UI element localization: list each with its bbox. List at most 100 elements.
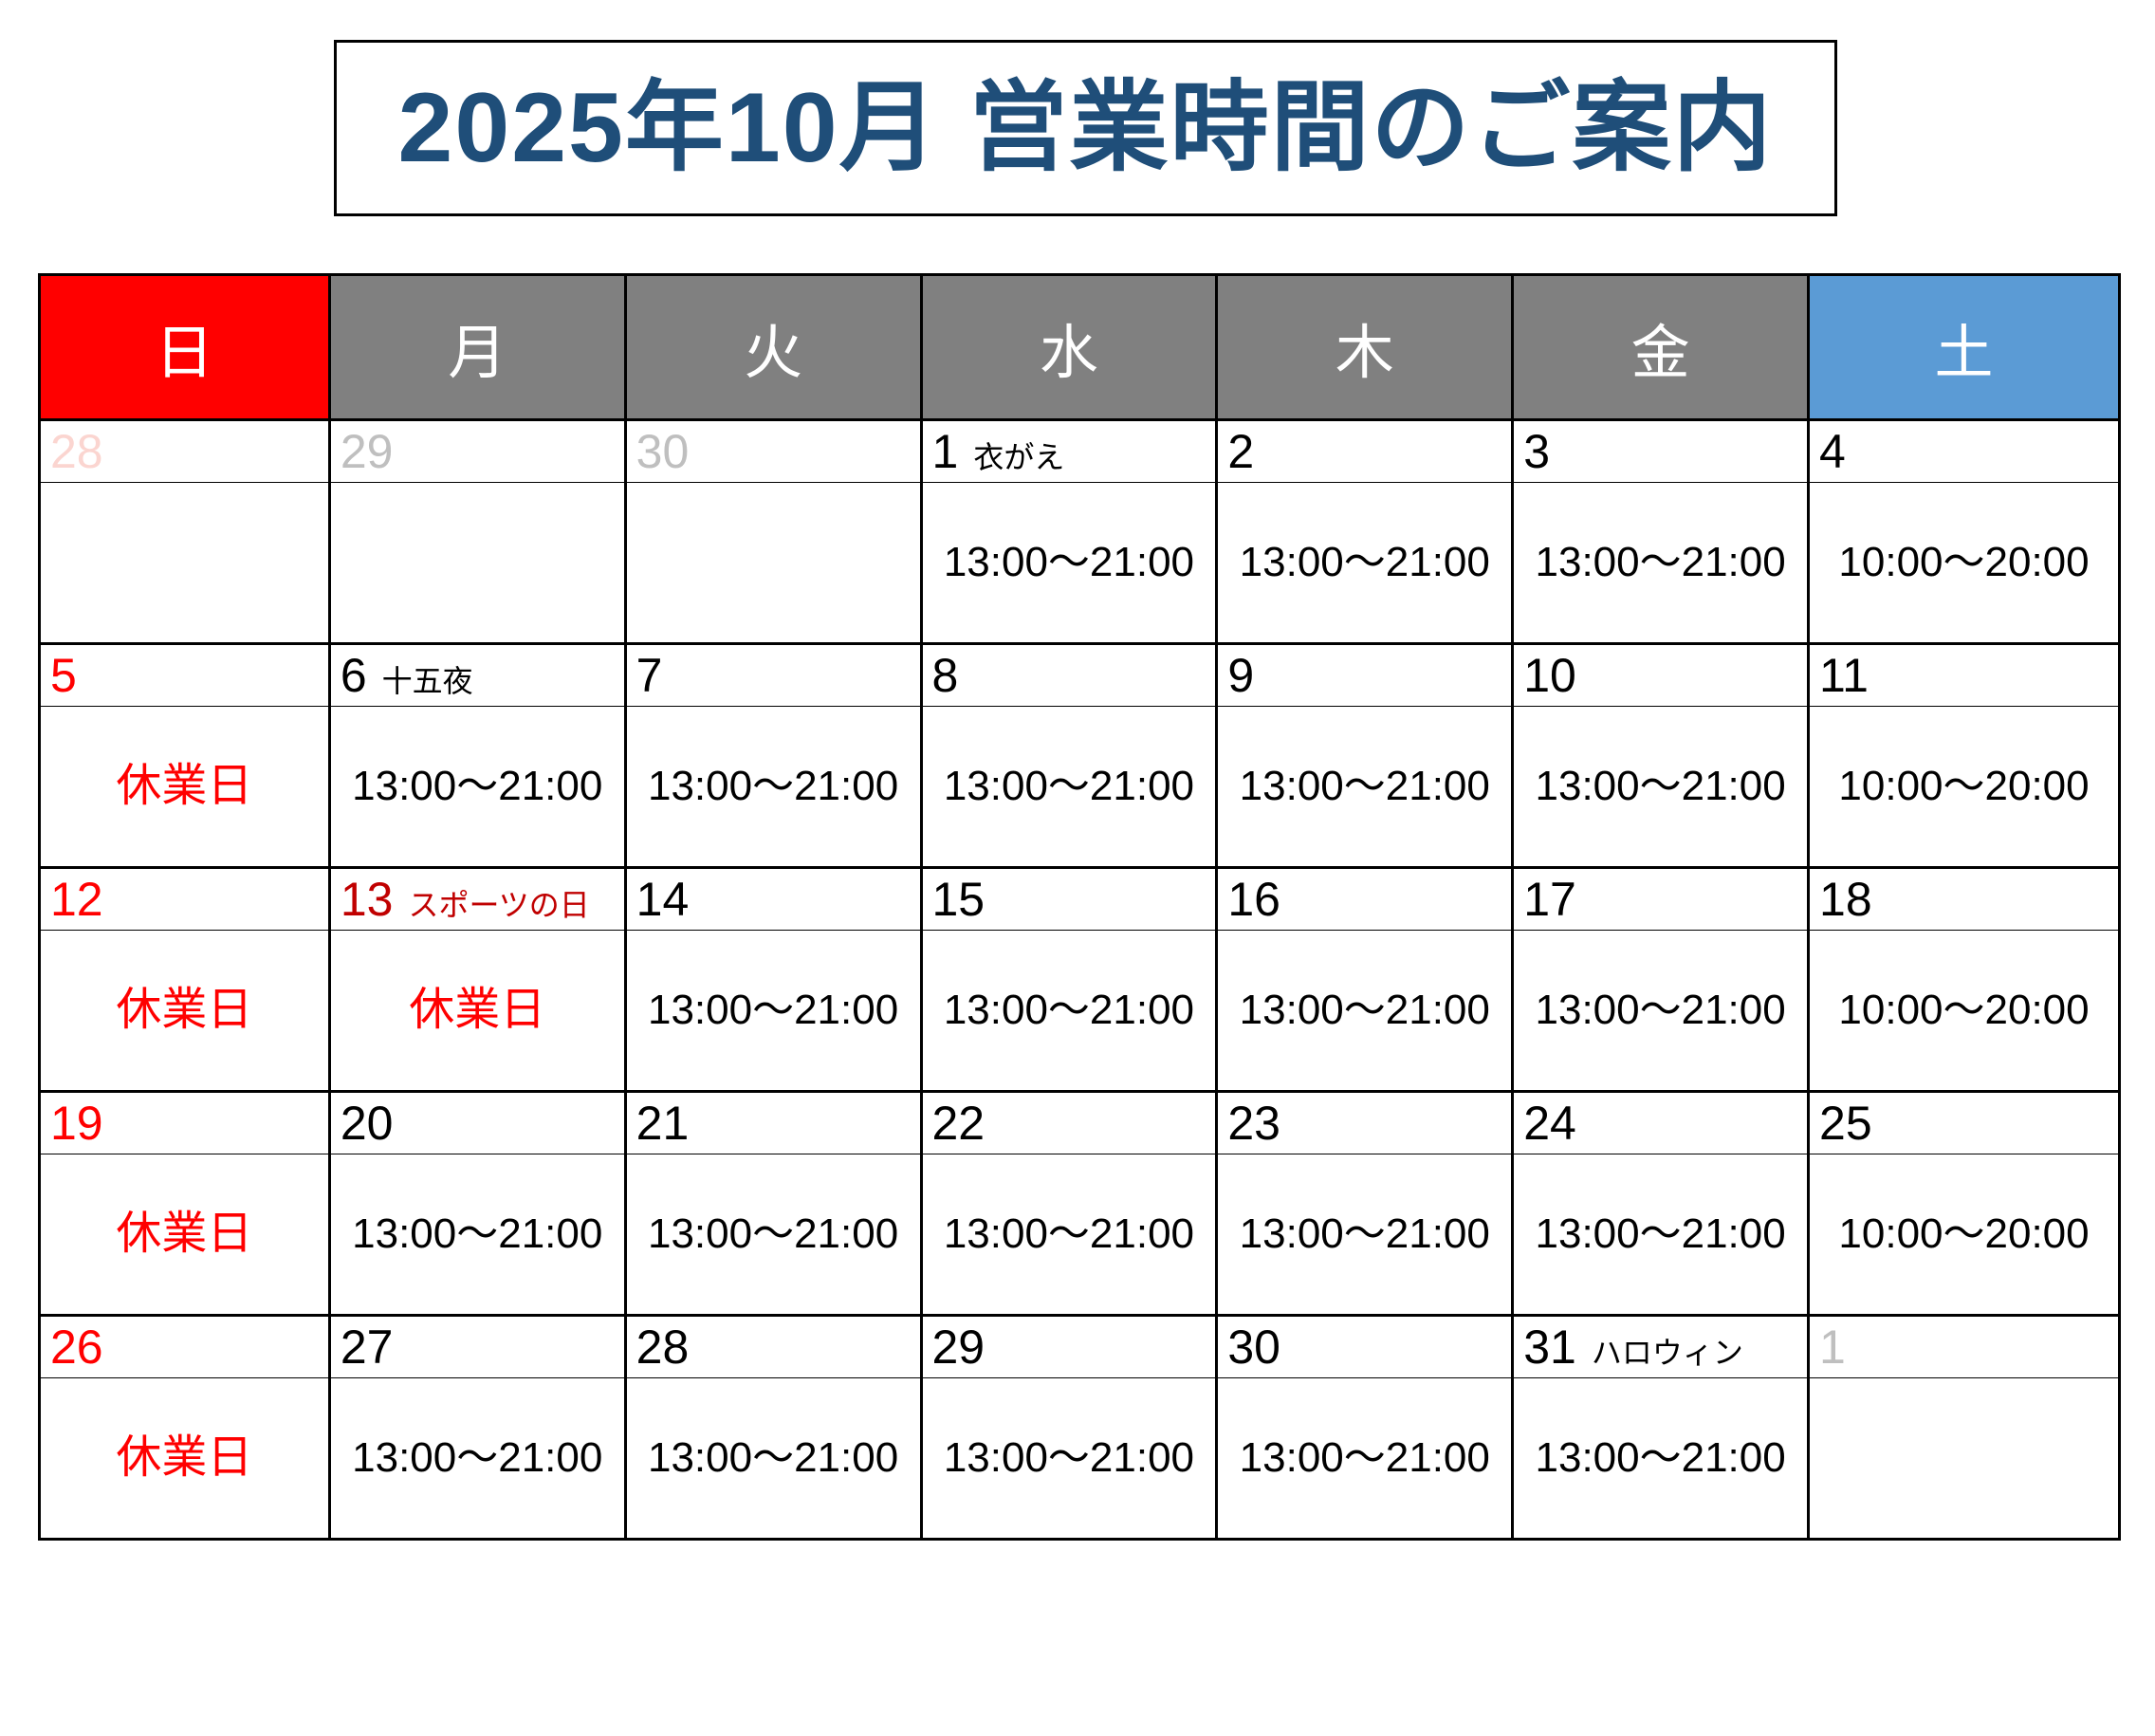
weekday-header-weekday-4: 木: [1215, 273, 1515, 421]
date-number: 13: [340, 873, 394, 926]
date-cell[interactable]: 1: [1807, 1314, 2121, 1378]
hours-cell[interactable]: 10:00〜20:00: [1807, 930, 2121, 1093]
hours-cell[interactable]: 13:00〜21:00: [1511, 706, 1811, 869]
week-hours-row: 休業日 休業日 13:00〜21:00 13:00〜21:00 13:00〜21:00 1…: [38, 930, 2121, 1093]
date-cell[interactable]: 18: [1807, 866, 2121, 931]
date-cell[interactable]: 12: [38, 866, 331, 931]
date-number: 4: [1819, 425, 1846, 478]
business-hours-label: 13:00〜21:00: [352, 1210, 603, 1257]
weekday-header-weekday-3: 水: [919, 273, 1219, 421]
date-number: 22: [931, 1097, 985, 1150]
date-number: 1: [931, 425, 959, 478]
date-cell[interactable]: 28: [38, 418, 331, 483]
date-cell[interactable]: 22: [919, 1090, 1219, 1154]
hours-cell[interactable]: 10:00〜20:00: [1807, 1154, 2121, 1317]
date-annotation: スポーツの日: [408, 888, 590, 922]
date-cell[interactable]: 29: [919, 1314, 1219, 1378]
title-box: 2025年10月 営業時間のご案内: [334, 40, 1837, 216]
date-cell[interactable]: 13 スポーツの日: [327, 866, 627, 931]
date-cell[interactable]: 3: [1511, 418, 1811, 483]
date-cell[interactable]: 17: [1511, 866, 1811, 931]
hours-cell[interactable]: 13:00〜21:00: [327, 1154, 627, 1317]
closed-label: 休業日: [409, 985, 546, 1035]
date-cell[interactable]: 30: [1215, 1314, 1515, 1378]
date-number: 8: [931, 649, 959, 702]
date-number: 28: [50, 425, 103, 478]
date-cell[interactable]: 29: [327, 418, 627, 483]
hours-cell[interactable]: [623, 482, 923, 645]
hours-cell[interactable]: 13:00〜21:00: [623, 706, 923, 869]
date-number: 11: [1819, 649, 1869, 702]
date-cell[interactable]: 26: [38, 1314, 331, 1378]
page-title: 2025年10月 営業時間のご案内: [397, 73, 1774, 183]
hours-cell[interactable]: 10:00〜20:00: [1807, 482, 2121, 645]
hours-cell[interactable]: 13:00〜21:00: [1511, 930, 1811, 1093]
hours-cell[interactable]: 13:00〜21:00: [1215, 706, 1515, 869]
date-annotation: 衣がえ: [973, 440, 1065, 474]
hours-cell[interactable]: 13:00〜21:00: [1511, 1377, 1811, 1541]
date-number: 23: [1227, 1097, 1280, 1150]
date-cell[interactable]: 19: [38, 1090, 331, 1154]
hours-cell[interactable]: 13:00〜21:00: [919, 482, 1219, 645]
date-cell[interactable]: 23: [1215, 1090, 1515, 1154]
date-number: 3: [1523, 425, 1550, 478]
date-cell[interactable]: 15: [919, 866, 1219, 931]
weekday-header-sunday-0: 日: [38, 273, 331, 421]
date-cell[interactable]: 21: [623, 1090, 923, 1154]
hours-cell[interactable]: 13:00〜21:00: [919, 706, 1219, 869]
hours-cell[interactable]: 13:00〜21:00: [1215, 1377, 1515, 1541]
date-number: 24: [1523, 1097, 1576, 1150]
date-cell[interactable]: 7: [623, 642, 923, 707]
date-cell[interactable]: 28: [623, 1314, 923, 1378]
date-cell[interactable]: 20: [327, 1090, 627, 1154]
hours-cell[interactable]: 13:00〜21:00: [1215, 930, 1515, 1093]
hours-cell[interactable]: 休業日: [38, 1377, 331, 1541]
date-cell[interactable]: 2: [1215, 418, 1515, 483]
hours-cell[interactable]: 13:00〜21:00: [623, 930, 923, 1093]
date-cell[interactable]: 24: [1511, 1090, 1811, 1154]
date-cell[interactable]: 31 ハロウィン: [1511, 1314, 1811, 1378]
date-cell[interactable]: 1 衣がえ: [919, 418, 1219, 483]
hours-cell[interactable]: 13:00〜21:00: [1511, 1154, 1811, 1317]
hours-cell[interactable]: 休業日: [38, 930, 331, 1093]
date-cell[interactable]: 11: [1807, 642, 2121, 707]
hours-cell[interactable]: [327, 482, 627, 645]
date-cell[interactable]: 5: [38, 642, 331, 707]
hours-cell[interactable]: 休業日: [38, 1154, 331, 1317]
hours-cell[interactable]: 休業日: [327, 930, 627, 1093]
date-cell[interactable]: 6 十五夜: [327, 642, 627, 707]
hours-cell[interactable]: 13:00〜21:00: [919, 1377, 1219, 1541]
business-hours-label: 13:00〜21:00: [943, 987, 1195, 1033]
hours-cell[interactable]: 13:00〜21:00: [919, 1154, 1219, 1317]
hours-cell[interactable]: 休業日: [38, 706, 331, 869]
business-hours-label: 13:00〜21:00: [1239, 987, 1490, 1033]
hours-cell[interactable]: 13:00〜21:00: [1215, 482, 1515, 645]
hours-cell[interactable]: [38, 482, 331, 645]
business-hours-label: 13:00〜21:00: [1535, 987, 1786, 1033]
hours-cell[interactable]: 13:00〜21:00: [623, 1154, 923, 1317]
hours-cell[interactable]: 13:00〜21:00: [1511, 482, 1811, 645]
hours-cell[interactable]: 13:00〜21:00: [623, 1377, 923, 1541]
date-cell[interactable]: 9: [1215, 642, 1515, 707]
hours-cell[interactable]: 13:00〜21:00: [919, 930, 1219, 1093]
date-cell[interactable]: 27: [327, 1314, 627, 1378]
date-annotation: ハロウィン: [1591, 1336, 1743, 1370]
date-cell[interactable]: 10: [1511, 642, 1811, 707]
business-hours-label: 13:00〜21:00: [1535, 1434, 1786, 1481]
date-cell[interactable]: 8: [919, 642, 1219, 707]
date-cell[interactable]: 16: [1215, 866, 1515, 931]
hours-cell[interactable]: 13:00〜21:00: [327, 1377, 627, 1541]
weekday-header-weekday-2: 火: [623, 273, 923, 421]
date-cell[interactable]: 14: [623, 866, 923, 931]
date-number: 19: [50, 1097, 103, 1150]
date-cell[interactable]: 25: [1807, 1090, 2121, 1154]
hours-cell[interactable]: 13:00〜21:00: [1215, 1154, 1515, 1317]
hours-cell[interactable]: [1807, 1377, 2121, 1541]
business-hours-label: 13:00〜21:00: [943, 1434, 1195, 1481]
hours-cell[interactable]: 13:00〜21:00: [327, 706, 627, 869]
calendar-body: 28 29 30 1 衣がえ 2 3 4 13:00〜21:00 13:00〜21:00 13:00…: [38, 418, 2121, 1541]
date-cell[interactable]: 4: [1807, 418, 2121, 483]
business-hours-label: 13:00〜21:00: [647, 1210, 899, 1257]
hours-cell[interactable]: 10:00〜20:00: [1807, 706, 2121, 869]
date-cell[interactable]: 30: [623, 418, 923, 483]
